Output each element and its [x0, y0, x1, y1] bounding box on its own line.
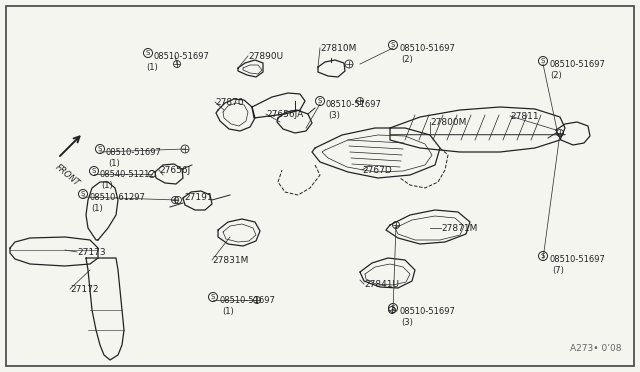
- Text: S: S: [541, 58, 545, 64]
- Text: (2): (2): [550, 71, 562, 80]
- Text: 27870: 27870: [215, 98, 244, 107]
- Text: 27810M: 27810M: [320, 44, 356, 53]
- Text: S: S: [81, 191, 85, 197]
- Text: S: S: [391, 305, 395, 311]
- Text: S: S: [391, 42, 395, 48]
- Text: (1): (1): [222, 307, 234, 316]
- Text: 27656JA: 27656JA: [266, 110, 303, 119]
- Text: S: S: [541, 253, 545, 259]
- Text: (2): (2): [401, 55, 413, 64]
- Text: S: S: [98, 146, 102, 152]
- Text: 27890U: 27890U: [248, 52, 283, 61]
- Text: 08510-51697: 08510-51697: [549, 60, 605, 69]
- Text: 08510-51697: 08510-51697: [219, 296, 275, 305]
- Text: (1): (1): [146, 63, 158, 72]
- Text: 08510-51697: 08510-51697: [399, 44, 455, 53]
- Text: 27191: 27191: [184, 193, 212, 202]
- Text: 08510-51697: 08510-51697: [399, 307, 455, 316]
- Text: 08510-51697: 08510-51697: [154, 52, 210, 61]
- Text: 08510-61297: 08510-61297: [89, 193, 145, 202]
- Text: (3): (3): [401, 318, 413, 327]
- Text: 2767D: 2767D: [362, 166, 392, 175]
- Text: 27831M: 27831M: [212, 256, 248, 265]
- Text: 08510-51697: 08510-51697: [106, 148, 162, 157]
- Text: 27800M: 27800M: [430, 118, 467, 127]
- Text: 27173: 27173: [77, 248, 106, 257]
- Text: 08510-51697: 08510-51697: [549, 255, 605, 264]
- Text: (1): (1): [91, 204, 103, 213]
- Text: 27172: 27172: [70, 285, 99, 294]
- Text: S: S: [211, 294, 215, 300]
- Text: (1): (1): [108, 159, 120, 168]
- Text: S: S: [318, 98, 322, 104]
- Text: 27841U: 27841U: [364, 280, 399, 289]
- Text: 27871M: 27871M: [441, 224, 477, 233]
- Text: (3): (3): [328, 111, 340, 120]
- Text: S: S: [92, 168, 96, 174]
- Text: S: S: [146, 50, 150, 56]
- Text: 08510-51697: 08510-51697: [326, 100, 382, 109]
- Text: A273• 0’08: A273• 0’08: [570, 344, 621, 353]
- Text: FRONT: FRONT: [53, 163, 81, 188]
- Text: (7): (7): [552, 266, 564, 275]
- Text: (1): (1): [101, 181, 113, 190]
- Text: 08540-51212: 08540-51212: [100, 170, 156, 179]
- Text: 27811: 27811: [510, 112, 539, 121]
- Text: 27656J: 27656J: [159, 166, 190, 175]
